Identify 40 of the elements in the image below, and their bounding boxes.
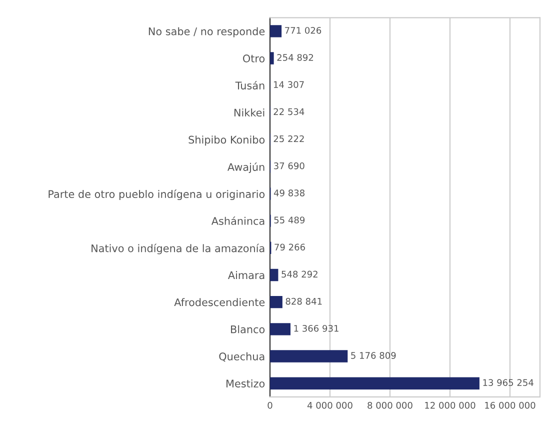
bar [270,377,480,390]
y-tick-label: Parte de otro pueblo indígena u originario [48,190,265,200]
y-tick-label: Quechua [219,352,264,362]
data-label: 49 838 [274,190,304,196]
bar [270,350,348,362]
y-tick-label: Afrodescendiente [174,298,265,306]
data-label: 548 292 [282,270,318,278]
data-label: 1 366 931 [294,324,338,332]
bar [270,323,290,336]
y-tick-label: Otro [243,54,265,62]
data-label: 13 965 254 [483,379,534,386]
y-tick-label: Blanco [231,325,265,334]
x-tick-label: 8 000 000 [368,402,412,409]
bar [270,296,282,308]
data-label: 55 489 [274,216,305,224]
y-tick-label: Nativo o indígena de la amazonía [92,244,264,254]
y-tick-label: Tusán [235,80,264,90]
data-label: 25 222 [274,135,304,142]
data-label: 14 307 [274,81,304,88]
data-label: 5 176 809 [351,352,396,359]
y-tick-label: Awajún [228,162,264,173]
x-tick-label: 12 000 000 [425,402,476,409]
data-label: 37 690 [274,162,304,170]
y-tick-label: Aimara [228,271,264,280]
bar [270,25,282,38]
bar [270,268,278,282]
x-tick-label: 16 000 000 [485,402,536,409]
y-tick-label: Mestizo [226,379,265,388]
data-label: 771 026 [285,26,322,34]
y-tick-label: Shipibo Konibo [188,136,265,146]
data-label: 254 892 [277,54,314,61]
y-tick-label: Nikkei [234,108,264,117]
bar [270,52,274,64]
x-tick-label: 0 [268,402,272,409]
y-tick-label: No sabe / no responde [148,27,265,38]
y-tick-label: Asháninca [211,216,264,225]
data-label: 22 534 [274,108,304,116]
x-tick-label: 4 000 000 [307,402,352,409]
data-label: 828 841 [286,298,322,305]
data-label: 79 266 [274,244,305,251]
